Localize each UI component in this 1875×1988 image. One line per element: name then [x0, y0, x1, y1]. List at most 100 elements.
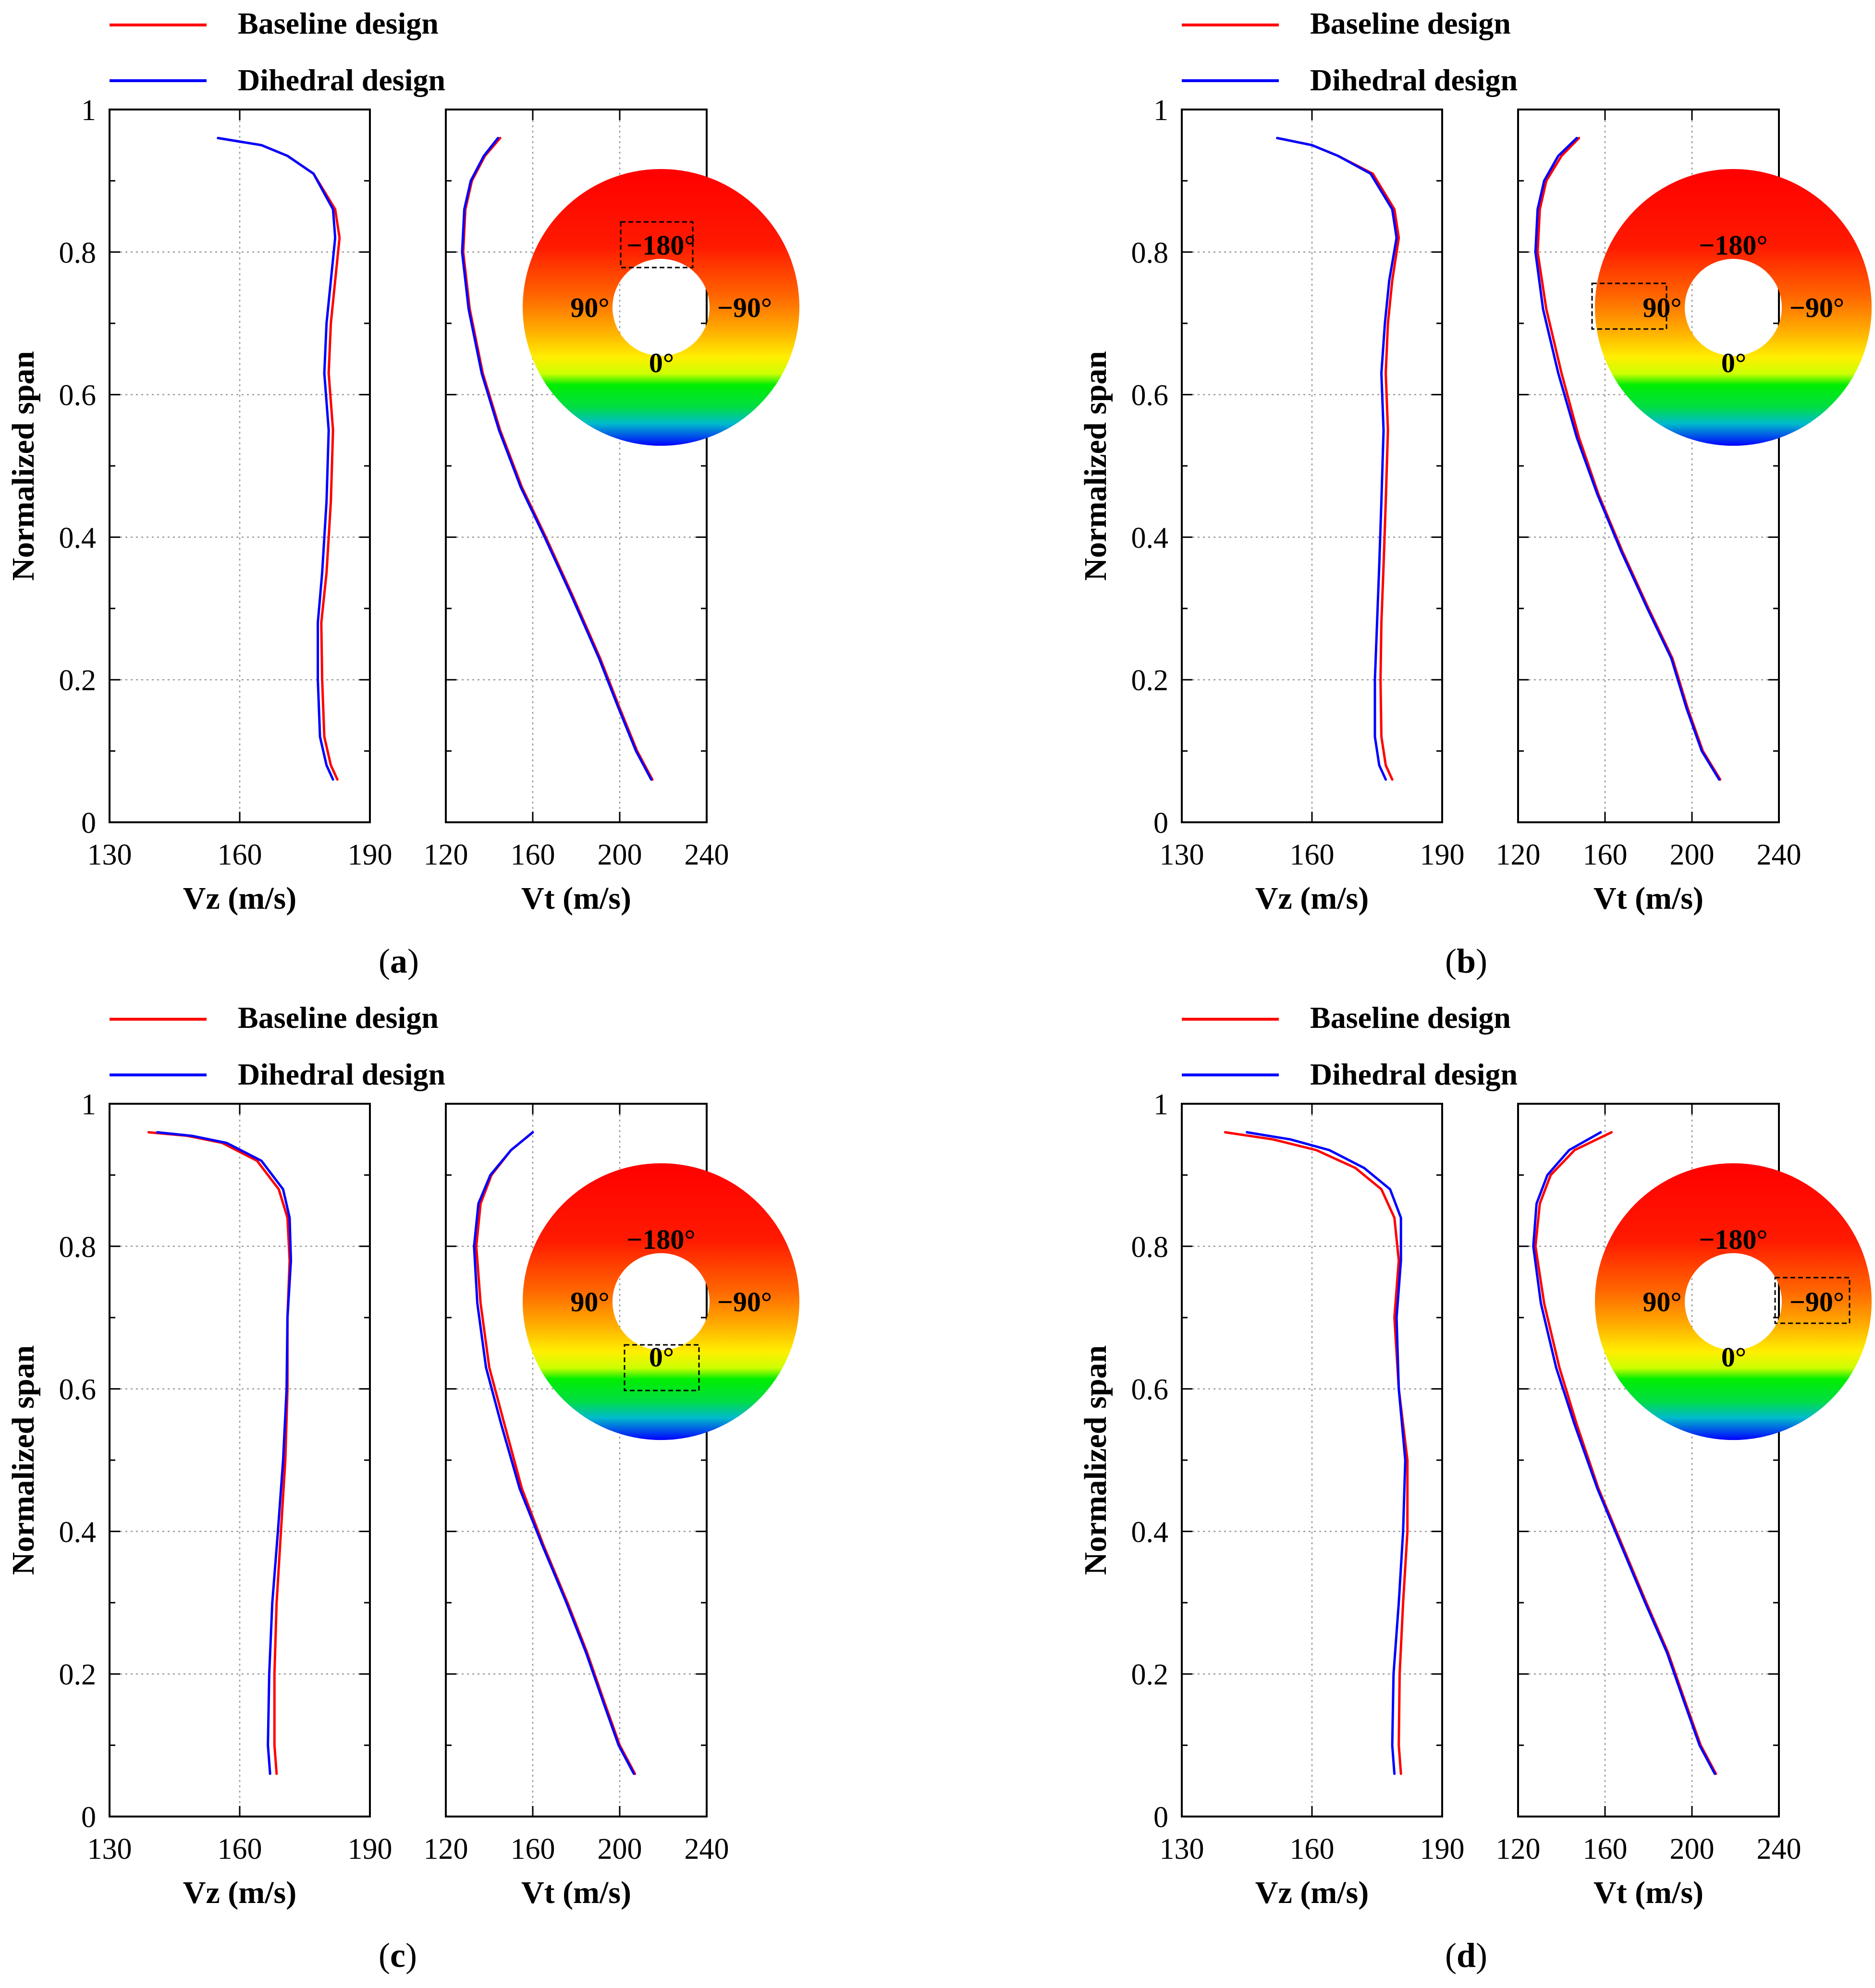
inset-disk	[1595, 169, 1872, 446]
vz-series-baseline	[1276, 136, 1400, 781]
vz-series-dihedral	[217, 136, 337, 781]
vz-series-dihedral	[156, 1131, 293, 1775]
ytick-label: 0.2	[59, 1659, 97, 1691]
vt-tick-label: 200	[598, 1833, 642, 1866]
vt-tick-label: 120	[424, 839, 468, 871]
vt-axes: 120 160 200 240 Vt (m/s)	[424, 109, 729, 916]
ylabel: Normalized span	[6, 1345, 41, 1575]
inset-label-bottom: 0°	[649, 1342, 674, 1373]
vt-tick-label: 240	[685, 839, 729, 871]
vz-axes: 130 160 190 Vz (m/s)	[87, 109, 392, 916]
inset-label-right: −90°	[717, 292, 772, 323]
ytick-label: 0.4	[59, 1516, 97, 1549]
vz-series-baseline	[1224, 1131, 1409, 1775]
vt-series-dihedral	[1532, 1131, 1716, 1775]
ytick-label: 1	[81, 94, 96, 127]
ytick-label: 0.2	[1131, 664, 1169, 697]
panel-caption-d: (d)	[1445, 1936, 1488, 1975]
ytick-label: 0.6	[59, 1374, 97, 1406]
vz-tick-label: 190	[1420, 839, 1465, 871]
legend-label-baseline: Baseline design	[1310, 6, 1511, 40]
inset-label-bottom: 0°	[649, 347, 674, 378]
ytick-label: 0.2	[59, 664, 97, 697]
inset-disk	[522, 1163, 799, 1440]
vz-tick-label: 160	[218, 1833, 262, 1866]
inset-label-left: 90°	[570, 1286, 609, 1317]
vz-xlabel: Vz (m/s)	[183, 881, 296, 916]
ytick-label: 0.6	[1131, 1374, 1169, 1406]
ytick-label: 0.8	[1131, 237, 1169, 269]
vt-series-dihedral	[473, 1131, 635, 1775]
vt-xlabel: Vt (m/s)	[521, 881, 631, 916]
vz-axes: 130 160 190 Vz (m/s)	[1160, 1103, 1465, 1910]
vt-tick-label: 120	[1496, 1833, 1541, 1866]
vz-tick-label: 190	[348, 1833, 392, 1866]
ytick-label: 0	[81, 1801, 96, 1834]
vz-tick-label: 190	[348, 839, 392, 871]
inset-label-top: −180°	[1699, 230, 1767, 261]
legend-label-baseline: Baseline design	[238, 6, 439, 40]
vz-series-baseline	[217, 136, 341, 781]
ytick-label: 0.4	[1131, 1516, 1169, 1549]
panel-caption-a: (a)	[379, 942, 419, 980]
vz-series-dihedral	[1246, 1131, 1407, 1775]
ytick-label: 1	[1153, 94, 1168, 127]
panel-caption-b: (b)	[1445, 942, 1488, 980]
panel-d: Baseline design Dihedral design 130 160 190 V…	[1078, 1000, 1872, 1910]
legend-label-dihedral: Dihedral design	[238, 63, 445, 97]
inset-label-right: −90°	[1789, 1286, 1844, 1317]
vz-tick-label: 160	[1290, 839, 1335, 871]
vt-series-dihedral	[1534, 136, 1721, 781]
inset-annulus: −180° 90° −90° 0°	[522, 1163, 799, 1440]
vz-xlabel: Vz (m/s)	[1255, 1875, 1369, 1910]
inset-highlight-box	[624, 1344, 700, 1391]
vt-xlabel: Vt (m/s)	[1593, 881, 1703, 916]
inset-label-left: 90°	[1642, 292, 1681, 323]
vz-tick-label: 160	[1290, 1833, 1335, 1866]
panel-a: Baseline design Dihedral design 130 160 190 V…	[6, 6, 799, 916]
vz-tick-label: 130	[87, 1833, 132, 1866]
legend-label-dihedral: Dihedral design	[1310, 63, 1518, 97]
inset-annulus: −180° 90° −90° 0°	[1595, 1163, 1872, 1440]
vt-tick-label: 240	[685, 1833, 729, 1866]
legend-label-dihedral: Dihedral design	[1310, 1057, 1518, 1091]
vt-tick-label: 200	[598, 839, 642, 871]
legend-label-baseline: Baseline design	[1310, 1000, 1511, 1035]
ytick-label: 1	[81, 1088, 96, 1121]
ytick-label: 0.4	[59, 522, 97, 554]
inset-disk	[1595, 1163, 1872, 1440]
ytick-label: 0	[1153, 1801, 1168, 1834]
inset-highlight-box	[1774, 1277, 1850, 1324]
vt-tick-label: 160	[1583, 839, 1628, 871]
inset-highlight-box	[620, 221, 694, 268]
inset-label-top: −180°	[626, 1224, 695, 1255]
inset-label-bottom: 0°	[1721, 1342, 1746, 1373]
ytick-label: 0.8	[59, 237, 97, 269]
vt-tick-label: 160	[511, 839, 555, 871]
inset-label-top: −180°	[626, 230, 695, 261]
ytick-label: 0.6	[59, 379, 97, 412]
ytick-label: 0.8	[59, 1231, 97, 1264]
vz-axes: 130 160 190 Vz (m/s)	[1160, 109, 1465, 916]
inset-annulus: −180° 90° −90° 0°	[1591, 169, 1872, 446]
vt-tick-label: 200	[1670, 839, 1715, 871]
legend-label-dihedral: Dihedral design	[238, 1057, 445, 1091]
inset-label-left: 90°	[570, 292, 609, 323]
ytick-label: 1	[1153, 1088, 1168, 1121]
vz-tick-label: 130	[87, 839, 132, 871]
vt-tick-label: 120	[1496, 839, 1541, 871]
vt-tick-label: 160	[1583, 1833, 1628, 1866]
vz-xlabel: Vz (m/s)	[183, 1875, 296, 1910]
inset-highlight-box	[1591, 282, 1667, 330]
inset-label-right: −90°	[1789, 292, 1844, 323]
ytick-label: 0	[81, 807, 96, 840]
inset-disk	[522, 169, 799, 446]
ylabel: Normalized span	[1078, 1345, 1113, 1575]
vt-tick-label: 160	[511, 1833, 555, 1866]
vz-axes: 130 160 190 Vz (m/s)	[87, 1103, 392, 1910]
vt-axes: 120 160 200 240 Vt (m/s)	[1496, 1103, 1801, 1910]
ytick-label: 0.4	[1131, 522, 1169, 554]
panel-c: Baseline design Dihedral design 130 160 190 V…	[6, 1000, 799, 1910]
ytick-label: 0.8	[1131, 1231, 1169, 1264]
vt-tick-label: 240	[1757, 1833, 1801, 1866]
